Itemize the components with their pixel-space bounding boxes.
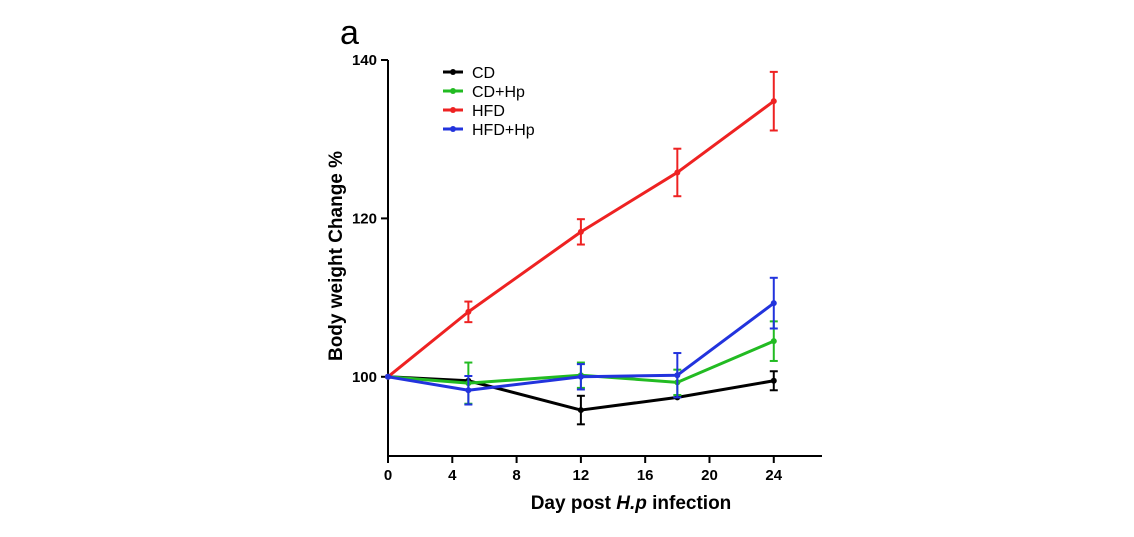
x-tick-label: 24 <box>765 467 782 484</box>
legend-marker <box>450 107 456 113</box>
y-axis-title: Body weight Change % <box>326 151 347 361</box>
legend-label: HFD+Hp <box>472 122 535 139</box>
data-point <box>577 228 584 235</box>
data-point <box>770 338 777 345</box>
x-tick-label: 8 <box>512 467 520 484</box>
x-axis-title: Day post H.p infection <box>531 493 732 514</box>
x-tick-label: 4 <box>448 467 457 484</box>
legend-marker <box>450 88 456 94</box>
x-tick-label: 20 <box>701 467 718 484</box>
legend: CD CD+Hp HFD HFD+Hp <box>443 65 535 139</box>
legend-marker <box>450 126 456 132</box>
y-tick-label: 120 <box>352 210 377 227</box>
legend-item: HFD+Hp <box>443 122 535 139</box>
data-point <box>577 373 584 380</box>
x-tick-label: 12 <box>573 467 590 484</box>
legend-label: HFD <box>472 103 505 120</box>
x-axis-title-italic: H.p <box>616 493 647 514</box>
y-tick-label: 140 <box>352 52 377 69</box>
series-hfd <box>385 70 778 380</box>
y-tick-label: 100 <box>352 369 377 386</box>
legend-label: CD+Hp <box>472 84 525 101</box>
legend-label: CD <box>472 65 495 82</box>
x-tick-label: 16 <box>637 467 654 484</box>
data-point <box>674 372 681 379</box>
data-point <box>770 98 777 105</box>
axes <box>387 60 822 457</box>
plot-area <box>385 70 778 426</box>
series-hfd-hp <box>385 276 778 406</box>
x-tick-label: 0 <box>384 467 392 484</box>
data-point <box>385 373 391 380</box>
legend-item: CD+Hp <box>443 84 525 101</box>
legend-item: CD <box>443 65 495 82</box>
legend-marker <box>450 69 456 75</box>
x-ticks: 0 4 8 12 16 20 24 <box>384 456 783 484</box>
legend-item: HFD <box>443 103 505 120</box>
x-axis-title-prefix: Day post <box>531 493 617 514</box>
data-point <box>674 169 681 176</box>
y-ticks: 100 120 140 <box>352 52 388 386</box>
data-point <box>770 377 777 384</box>
data-point <box>465 387 472 394</box>
data-point <box>770 300 777 307</box>
data-point <box>577 407 584 414</box>
panel-label: a <box>340 14 359 52</box>
x-axis-title-suffix: infection <box>647 493 731 514</box>
data-point <box>465 308 472 315</box>
